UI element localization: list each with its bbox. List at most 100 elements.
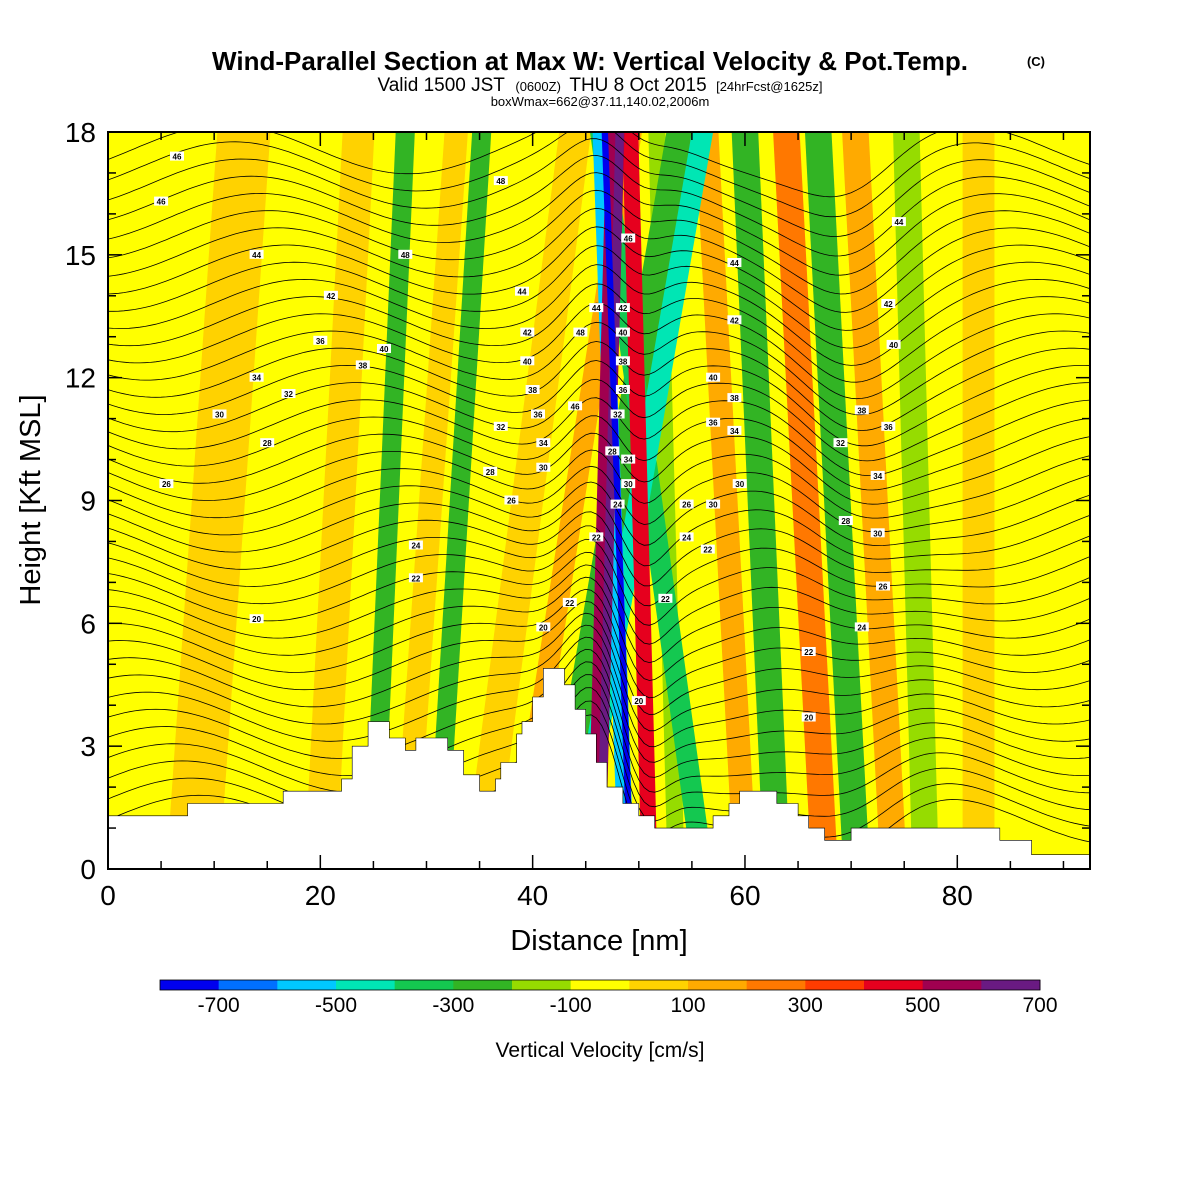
colorbar-frame <box>159 979 1041 991</box>
velocity-band-7 <box>463 132 592 869</box>
contour-label-12: 40 <box>377 344 391 354</box>
contour-label-33: 42 <box>615 303 630 313</box>
plot-area: 46 46 44 42 36 34 32 30 28 26 48 38 40 32 28 26 24 22 20 48… <box>108 132 1090 869</box>
contour-line-5 <box>108 648 1090 778</box>
svg-text:28: 28 <box>608 447 617 456</box>
contour-label-39: 34 <box>621 454 636 465</box>
contour-label-13: 32 <box>493 421 508 432</box>
contour-label-3: 42 <box>323 290 338 301</box>
contour-label-28: 20 <box>536 622 551 632</box>
contour-line-21 <box>108 432 1090 505</box>
contour-line-15 <box>108 525 1090 607</box>
contour-label-18: 20 <box>249 614 264 624</box>
svg-text:30: 30 <box>709 501 718 510</box>
contour-line-24 <box>108 378 1090 462</box>
y-tick-label-6: 6 <box>80 608 96 639</box>
contour-line-13 <box>108 551 1090 645</box>
colorbar-tick-label-0: -700 <box>198 994 240 1017</box>
svg-text:32: 32 <box>284 390 293 399</box>
velocity-band-15 <box>622 132 658 869</box>
contour-line-14 <box>108 538 1090 626</box>
velocity-band-2 <box>240 132 305 869</box>
x-tick-label-20: 20 <box>305 880 336 911</box>
svg-text:26: 26 <box>682 501 691 510</box>
svg-text:46: 46 <box>157 198 166 207</box>
svg-text:30: 30 <box>873 529 882 538</box>
contour-line-19 <box>108 465 1090 533</box>
terrain-mask <box>108 668 1090 869</box>
colorbar-swatch-14 <box>981 980 1041 990</box>
contour-label-9: 26 <box>159 479 174 489</box>
contour-line-29 <box>108 283 1090 383</box>
svg-text:30: 30 <box>539 464 548 473</box>
contour-label-63: 24 <box>854 622 869 632</box>
svg-text:46: 46 <box>173 153 182 162</box>
contour-label-7: 30 <box>212 409 227 420</box>
contour-label-40: 30 <box>621 479 636 489</box>
contour-label-31: 44 <box>589 303 604 313</box>
svg-text:38: 38 <box>618 357 627 366</box>
svg-text:36: 36 <box>618 386 627 395</box>
colorbar-swatch-9 <box>688 980 748 990</box>
chart-title-badge: (C) <box>1027 54 1045 69</box>
svg-text:46: 46 <box>624 235 633 244</box>
velocity-band-25 <box>1015 132 1048 869</box>
colorbar-swatch-10 <box>746 980 806 990</box>
chart-subtitle: Valid 1500 JST (0600Z) THU 8 Oct 2015 [2… <box>377 75 822 96</box>
contour-label-50: 34 <box>727 425 742 436</box>
velocity-band-24 <box>962 132 995 869</box>
svg-text:40: 40 <box>618 329 627 338</box>
contour-line-37 <box>108 138 1090 238</box>
svg-text:24: 24 <box>682 533 691 542</box>
colorbar-swatch-6 <box>512 980 572 990</box>
svg-text:24: 24 <box>857 623 866 632</box>
contour-label-41: 24 <box>610 499 625 510</box>
svg-text:38: 38 <box>730 394 739 403</box>
contour-line-30 <box>108 264 1090 366</box>
contour-line-32 <box>108 226 1090 331</box>
svg-text:36: 36 <box>316 337 325 346</box>
svg-text:48: 48 <box>401 251 410 260</box>
contour-label-34: 40 <box>615 327 630 338</box>
y-tick-label-3: 3 <box>80 731 96 762</box>
contour-label-23: 38 <box>525 385 540 395</box>
svg-text:34: 34 <box>730 427 739 436</box>
contour-label-10: 48 <box>398 249 413 260</box>
svg-text:24: 24 <box>613 501 622 510</box>
svg-text:36: 36 <box>534 411 543 420</box>
svg-text:34: 34 <box>624 456 633 465</box>
contour-line-10 <box>108 588 1090 699</box>
x-tick-label-80: 80 <box>942 880 973 911</box>
contour-line-38 <box>108 132 1090 218</box>
colorbar-swatch-1 <box>218 980 278 990</box>
colorbar-swatch-11 <box>805 980 865 990</box>
contour-label-44: 20 <box>631 696 646 706</box>
contour-label-46: 24 <box>679 532 694 542</box>
colorbar-tick-label-3: -100 <box>550 994 592 1017</box>
subtitle-prefix: Valid 1500 JST <box>377 75 505 96</box>
contour-line-25 <box>108 360 1090 447</box>
contour-line-31 <box>108 245 1090 349</box>
svg-text:28: 28 <box>263 439 272 448</box>
contour-label-0: 46 <box>170 151 184 162</box>
contour-label-17: 22 <box>408 573 423 583</box>
colorbar-swatch-5 <box>453 980 513 990</box>
x-tick-label-0: 0 <box>100 880 116 911</box>
contour-line-12 <box>108 564 1090 664</box>
contour-line-26 <box>108 341 1090 431</box>
contour-line-9 <box>108 600 1090 716</box>
subtitle-forecast: [24hrFcst@1625z] <box>716 79 822 94</box>
colorbar-tick-label-5: 300 <box>788 994 823 1017</box>
contour-label-66: 40 <box>886 339 901 350</box>
svg-text:20: 20 <box>634 697 643 706</box>
contour-line-11 <box>108 576 1090 681</box>
colorbar-label: Vertical Velocity [cm/s] <box>496 1039 705 1062</box>
colorbar-swatch-8 <box>629 980 689 990</box>
svg-text:42: 42 <box>618 304 627 313</box>
contour-label-57: 38 <box>854 405 869 415</box>
contour-label-53: 40 <box>706 372 721 383</box>
velocity-band-23 <box>893 132 939 869</box>
contour-label-29: 46 <box>568 401 583 411</box>
velocity-band-0 <box>113 132 146 869</box>
velocity-band-5 <box>393 132 468 869</box>
